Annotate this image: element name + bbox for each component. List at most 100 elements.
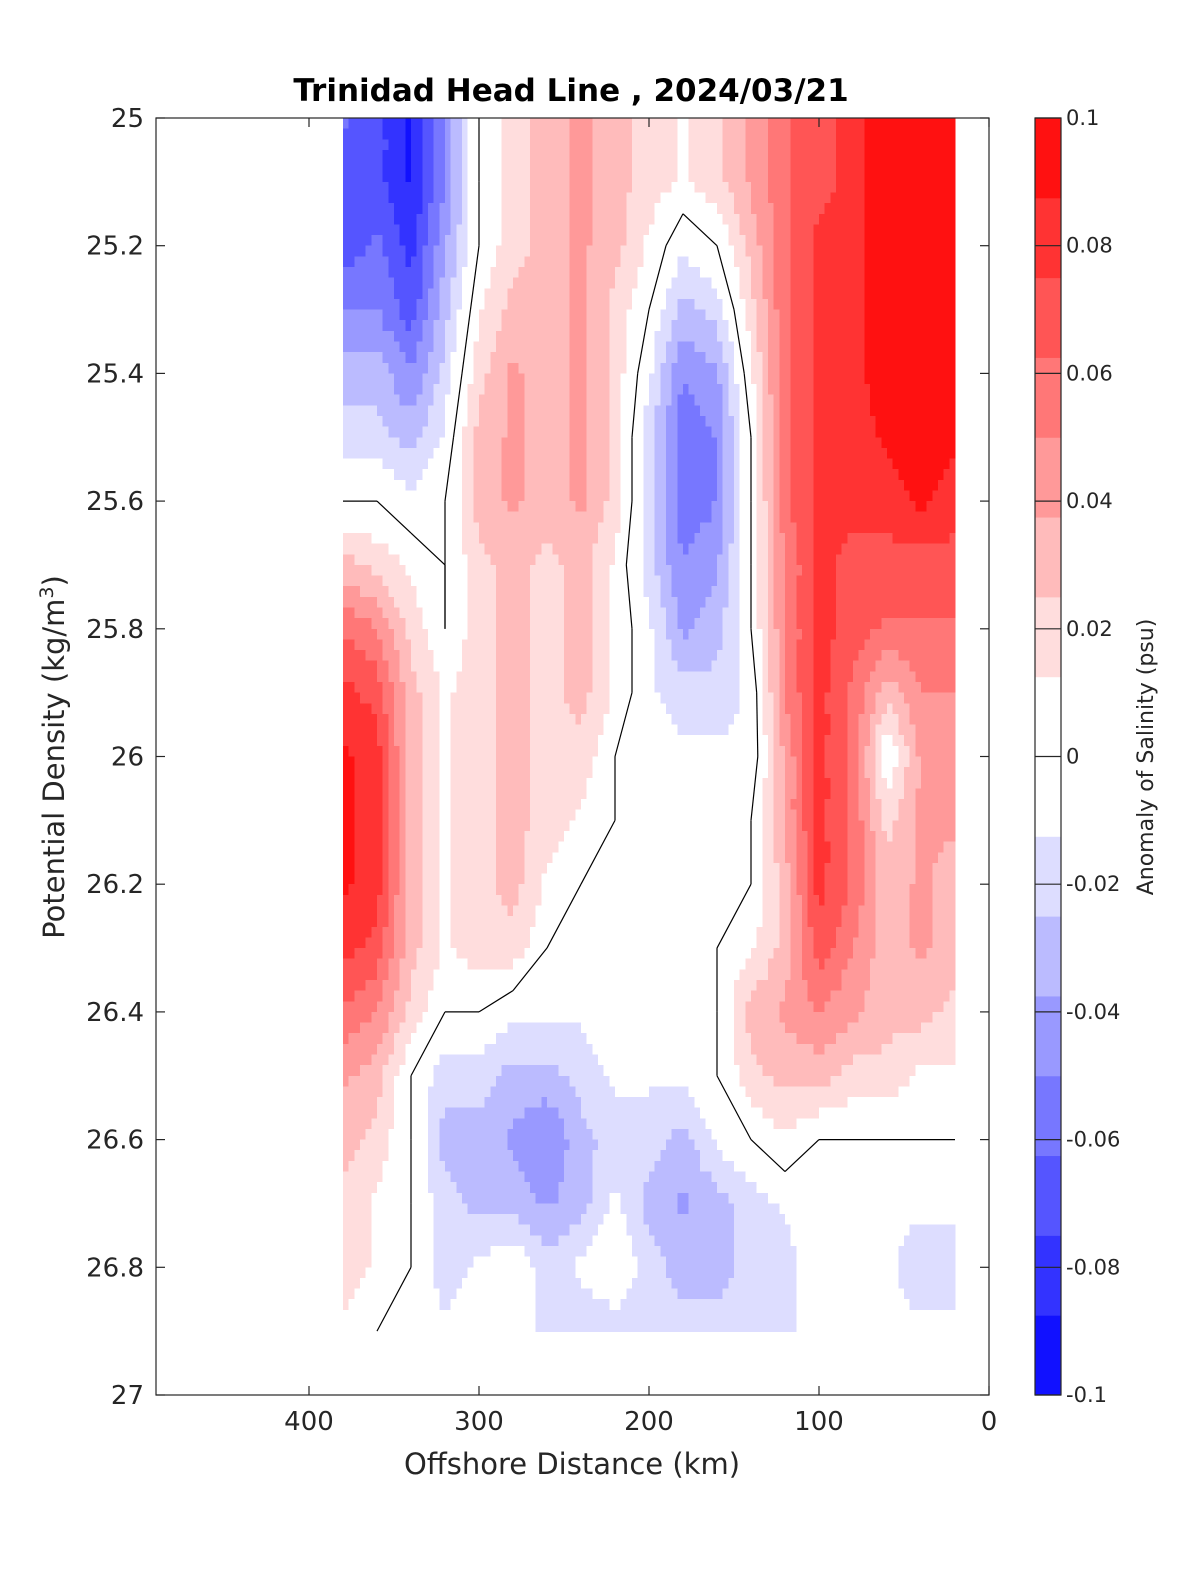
contour-cell xyxy=(428,298,435,311)
contour-cell xyxy=(467,479,474,492)
contour-cell xyxy=(841,479,848,492)
contour-cell xyxy=(586,586,593,598)
contour-cell xyxy=(909,458,916,470)
contour-cell xyxy=(343,309,350,321)
contour-cell xyxy=(524,235,531,247)
contour-cell xyxy=(751,288,758,300)
contour-cell xyxy=(450,596,457,609)
contour-cell xyxy=(541,181,548,194)
contour-cell xyxy=(501,320,508,332)
contour-cell xyxy=(530,320,537,332)
contour-cell xyxy=(416,352,423,364)
contour-cell xyxy=(411,522,418,534)
contour-cell xyxy=(405,426,412,438)
contour-cell xyxy=(620,288,627,300)
contour-cell xyxy=(802,341,809,353)
contour-cell xyxy=(666,171,673,183)
contour-cell xyxy=(660,564,667,577)
contour-cell xyxy=(388,564,395,577)
contour-cell xyxy=(717,511,724,523)
contour-cell xyxy=(932,522,939,534)
contour-cell xyxy=(592,596,599,609)
contour-cell xyxy=(836,320,843,332)
contour-cell xyxy=(405,618,412,630)
contour-cell xyxy=(853,501,860,513)
contour-cell xyxy=(428,277,435,289)
contour-cell xyxy=(768,235,775,247)
contour-cell xyxy=(915,203,922,215)
contour-cell xyxy=(745,118,752,130)
contour-cell xyxy=(768,501,775,513)
contour-cell xyxy=(445,415,452,428)
contour-cell xyxy=(694,564,701,577)
contour-cell xyxy=(666,362,673,374)
contour-cell xyxy=(575,277,582,289)
contour-cell xyxy=(382,533,389,545)
contour-cell xyxy=(932,373,939,385)
contour-cell xyxy=(864,224,871,236)
contour-cell xyxy=(439,469,446,481)
contour-cell xyxy=(926,245,933,257)
contour-cell xyxy=(615,469,622,481)
contour-cell xyxy=(496,373,503,385)
contour-cell xyxy=(734,384,741,396)
contour-cell xyxy=(932,384,939,396)
contour-cell xyxy=(734,192,741,204)
contour-cell xyxy=(569,362,576,374)
contour-cell xyxy=(569,277,576,289)
contour-cell xyxy=(768,288,775,300)
contour-cell xyxy=(377,181,384,194)
contour-cell xyxy=(734,447,741,460)
contour-cell xyxy=(779,309,786,321)
contour-cell xyxy=(450,277,457,289)
contour-cell xyxy=(609,171,616,183)
contour-cell xyxy=(904,288,911,300)
contour-cell xyxy=(620,320,627,332)
contour-cell xyxy=(382,384,389,396)
contour-cell xyxy=(847,320,854,332)
contour-cell xyxy=(626,564,633,577)
contour-cell xyxy=(819,245,826,257)
contour-cell xyxy=(739,245,746,257)
contour-cell xyxy=(836,139,843,151)
contour-cell xyxy=(700,213,707,226)
contour-cell xyxy=(830,362,837,374)
contour-cell xyxy=(875,458,882,470)
contour-cell xyxy=(433,224,440,236)
contour-cell xyxy=(790,235,797,247)
contour-cell xyxy=(751,384,758,396)
contour-cell xyxy=(711,160,718,172)
contour-cell xyxy=(598,405,605,417)
contour-cell xyxy=(751,149,758,162)
contour-cell xyxy=(569,224,576,236)
contour-cell xyxy=(688,596,695,609)
contour-cell xyxy=(530,192,537,204)
contour-cell xyxy=(564,139,571,151)
contour-cell xyxy=(819,554,826,566)
contour-cell xyxy=(473,469,480,481)
contour-cell xyxy=(677,554,684,566)
contour-cell xyxy=(694,341,701,353)
contour-cell xyxy=(371,575,378,587)
contour-cell xyxy=(864,118,871,130)
contour-cell xyxy=(439,224,446,236)
contour-cell xyxy=(416,554,423,566)
contour-cell xyxy=(802,479,809,492)
contour-cell xyxy=(439,298,446,311)
contour-cell xyxy=(518,149,525,162)
contour-cell xyxy=(564,373,571,385)
contour-cell xyxy=(700,437,707,449)
contour-cell xyxy=(904,235,911,247)
contour-cell xyxy=(694,171,701,183)
contour-cell xyxy=(909,224,916,236)
contour-cell xyxy=(915,277,922,289)
contour-cell xyxy=(654,309,661,321)
contour-cell xyxy=(507,437,514,449)
contour-cell xyxy=(603,607,610,619)
contour-cell xyxy=(722,224,729,236)
contour-cell xyxy=(518,139,525,151)
contour-cell xyxy=(683,607,690,619)
contour-cell xyxy=(779,266,786,279)
contour-cell xyxy=(530,394,537,406)
contour-cell xyxy=(365,149,372,162)
